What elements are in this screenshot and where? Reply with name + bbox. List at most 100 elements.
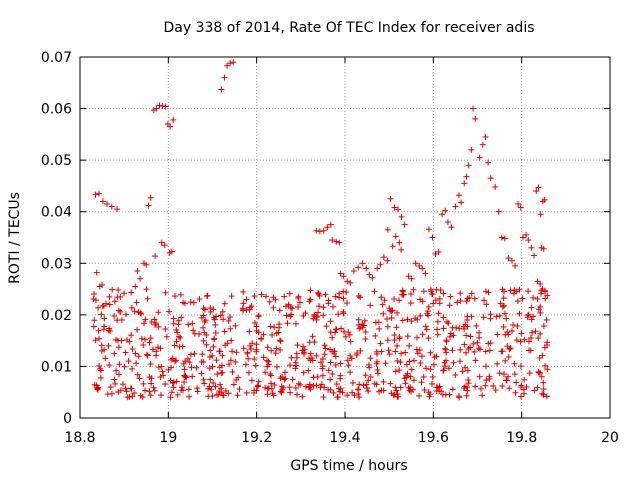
data-point [398, 350, 405, 357]
data-point [399, 317, 406, 324]
data-point [232, 358, 239, 365]
data-point [319, 355, 326, 362]
data-point [357, 294, 364, 301]
data-point [320, 227, 327, 234]
data-point [254, 383, 261, 390]
data-point [294, 391, 301, 398]
data-point [127, 385, 134, 392]
data-point [414, 334, 421, 341]
data-point [367, 373, 374, 380]
data-point [372, 319, 379, 326]
data-point [513, 379, 520, 386]
data-point [408, 275, 415, 282]
data-point [232, 322, 239, 329]
data-point [258, 291, 265, 298]
data-point [248, 377, 255, 384]
data-point [541, 362, 548, 369]
data-point [517, 204, 524, 211]
data-point [142, 316, 149, 323]
data-point [279, 373, 286, 380]
data-point [174, 329, 181, 336]
chart-title: Day 338 of 2014, Rate Of TEC Index for r… [163, 20, 534, 36]
data-point [534, 278, 541, 285]
data-point [277, 338, 284, 345]
data-point [494, 331, 501, 338]
data-point [148, 319, 155, 326]
data-point [342, 333, 349, 340]
data-point [145, 202, 152, 209]
data-point [533, 188, 540, 195]
data-point [444, 219, 451, 226]
x-tick-label: 19.4 [329, 430, 360, 446]
data-point [147, 392, 154, 399]
data-point [340, 308, 347, 315]
data-point [482, 348, 489, 355]
data-point [449, 347, 456, 354]
data-point [467, 344, 474, 351]
data-point [292, 365, 299, 372]
data-point [226, 361, 233, 368]
data-point [306, 381, 313, 388]
data-point [517, 338, 524, 345]
data-point [280, 384, 287, 391]
data-point [270, 294, 277, 301]
data-point [440, 314, 447, 321]
data-point [319, 363, 326, 370]
data-point [425, 335, 432, 342]
data-point [394, 390, 401, 397]
data-point [185, 386, 192, 393]
data-point [407, 373, 414, 380]
data-point [217, 381, 224, 388]
data-point [181, 300, 188, 307]
data-point [459, 368, 466, 375]
data-point [381, 297, 388, 304]
data-point [531, 387, 538, 394]
data-point [295, 380, 302, 387]
data-point [380, 378, 387, 385]
data-point [288, 354, 295, 361]
data-point [117, 308, 124, 315]
data-point [470, 340, 477, 347]
data-point [528, 316, 535, 323]
data-point [482, 133, 489, 140]
data-point [286, 384, 293, 391]
data-point [168, 248, 175, 255]
data-point [90, 296, 97, 303]
data-point [474, 339, 481, 346]
data-point [537, 309, 544, 316]
data-point [376, 325, 383, 332]
data-point [503, 377, 510, 384]
data-point [404, 316, 411, 323]
data-point [367, 355, 374, 362]
data-point [537, 280, 544, 287]
data-point [417, 359, 424, 366]
data-point [329, 303, 336, 310]
data-point [454, 299, 461, 306]
data-point [394, 357, 401, 364]
data-point [391, 295, 398, 302]
data-point [502, 331, 509, 338]
data-point [249, 340, 256, 347]
data-point [395, 393, 402, 400]
data-point [473, 322, 480, 329]
data-point [442, 207, 449, 214]
y-axis-label: ROTI / TECUs [7, 192, 23, 284]
data-point [138, 310, 145, 317]
data-point [289, 305, 296, 312]
data-point [270, 392, 277, 399]
data-point [361, 317, 368, 324]
data-point [148, 380, 155, 387]
data-point [206, 383, 213, 390]
data-point [311, 311, 318, 318]
data-point [505, 373, 512, 380]
data-point [182, 374, 189, 381]
data-point [440, 325, 447, 332]
data-point [355, 390, 362, 397]
data-point [227, 325, 234, 332]
data-point [159, 102, 166, 109]
data-point [90, 323, 97, 330]
data-point [167, 377, 174, 384]
data-point [162, 103, 169, 110]
data-point [104, 391, 111, 398]
data-point [316, 292, 323, 299]
